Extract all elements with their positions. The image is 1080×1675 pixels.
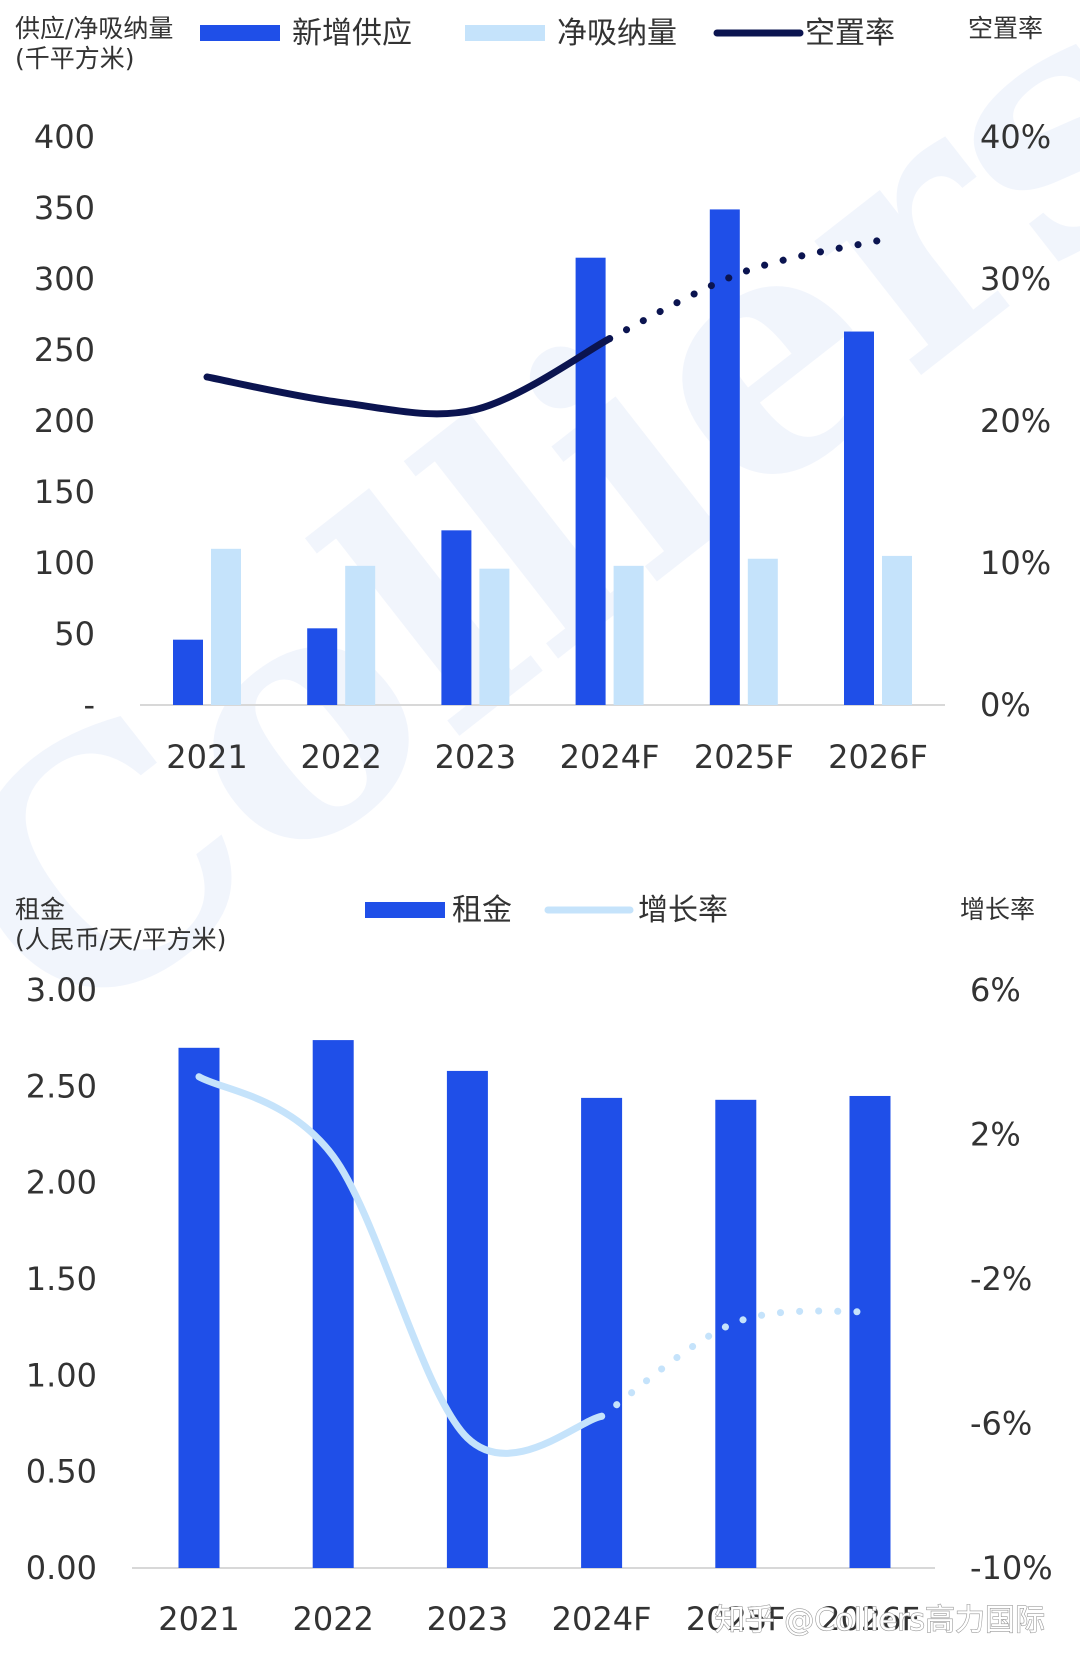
c1-x-tick-label: 2025F xyxy=(694,738,794,776)
c1-y-tick-label: 150 xyxy=(34,473,95,511)
c2-x-tick-label: 2022 xyxy=(292,1600,373,1638)
chart2-left-axis-title-line2: (人民币/天/平方米) xyxy=(15,925,226,954)
c1-bar-a xyxy=(709,209,740,706)
chart1-left-axis-title-line2: (千平方米) xyxy=(15,44,135,73)
c2-y-tick-label: 3.00 xyxy=(26,971,97,1009)
c2-y2-tick-label: -6% xyxy=(970,1405,1032,1443)
c2-bar-a xyxy=(446,1070,488,1568)
c1-y2-tick-label: 30% xyxy=(980,260,1051,298)
c2-y-tick-label: 1.00 xyxy=(26,1356,97,1394)
c1-y2-tick-label: 20% xyxy=(980,402,1051,440)
c1-bar-b xyxy=(479,568,510,705)
c2-x-tick-label: 2026F xyxy=(820,1600,920,1638)
c1-x-tick-label: 2026F xyxy=(828,738,928,776)
c2-x-tick-label: 2021 xyxy=(158,1600,239,1638)
legend-label-growth: 增长率 xyxy=(638,893,728,928)
c1-bar-b xyxy=(747,558,778,705)
c1-y2-tick-label: 0% xyxy=(980,686,1031,724)
c1-bar-b xyxy=(345,565,376,705)
c1-line-actual xyxy=(203,335,614,418)
c1-bar-a xyxy=(575,257,606,705)
c1-bar-a xyxy=(307,628,338,705)
c1-bar-a xyxy=(441,530,472,705)
chart1-left-axis-title-line1: 供应/净吸纳量 xyxy=(15,14,173,43)
c1-bar-b xyxy=(613,565,644,705)
c2-y-tick-label: 0.00 xyxy=(26,1549,97,1587)
supply-absorption-vacancy-chart: 供应/净吸纳量 (千平方米) 空置率 新增供应 净吸纳量 空置率 400 350 3… xyxy=(15,14,1051,776)
c1-y-tick-label: 400 xyxy=(34,118,95,156)
c1-x-tick-label: 2024F xyxy=(560,738,660,776)
c1-x-tick-label: 2022 xyxy=(300,738,381,776)
c1-y2-tick-label: 10% xyxy=(980,544,1051,582)
chart2-right-axis-title: 增长率 xyxy=(960,895,1035,924)
c2-x-tick-label: 2025F xyxy=(686,1600,786,1638)
rent-growth-chart: 租金 (人民币/天/平方米) 增长率 租金 增长率 3.00 2.50 2.00 1.… xyxy=(15,893,1053,1638)
c2-line-forecast xyxy=(598,1307,874,1420)
legend-swatch-rent xyxy=(365,902,445,918)
c2-y2-tick-label: -2% xyxy=(970,1260,1032,1298)
c2-bar-a xyxy=(715,1099,757,1568)
c2-bar-a xyxy=(312,1040,354,1568)
legend-label-net-absorption: 净吸纳量 xyxy=(557,16,677,51)
chart1-right-axis-title: 空置率 xyxy=(968,14,1043,43)
c1-bar-b xyxy=(882,555,912,705)
legend-swatch-new-supply xyxy=(200,25,280,41)
c2-y-tick-label: 0.50 xyxy=(26,1453,97,1491)
c2-y-tick-label: 2.00 xyxy=(26,1164,97,1202)
c2-y2-tick-label: -10% xyxy=(970,1549,1053,1587)
c2-bar-a xyxy=(849,1095,891,1568)
c2-bar-a xyxy=(178,1047,220,1568)
legend-label-new-supply: 新增供应 xyxy=(292,16,412,51)
legend-swatch-net-absorption xyxy=(465,25,545,41)
c1-x-tick-label: 2023 xyxy=(435,738,516,776)
c2-y2-tick-label: 6% xyxy=(970,971,1021,1009)
c2-y-tick-label: 2.50 xyxy=(26,1067,97,1105)
c1-y2-tick-label: 40% xyxy=(980,118,1051,156)
c1-y-tick-label: 350 xyxy=(34,189,95,227)
c2-y2-tick-label: 2% xyxy=(970,1116,1021,1154)
source-credit: 知乎 @Colliers高力国际 xyxy=(715,1603,1045,1638)
c1-y-tick-label: 100 xyxy=(34,544,95,582)
c1-y-tick-label: - xyxy=(83,686,95,724)
chart2-legend: 租金 增长率 xyxy=(365,893,728,928)
c2-bar-a xyxy=(581,1097,623,1568)
chart2-left-axis-title-line1: 租金 xyxy=(15,895,65,924)
c1-y-tick-label: 250 xyxy=(34,331,95,369)
c2-line-actual xyxy=(195,1073,606,1457)
c2-y-tick-label: 1.50 xyxy=(26,1260,97,1298)
c1-line-forecast xyxy=(606,237,882,343)
c1-y-tick-label: 300 xyxy=(34,260,95,298)
c1-x-tick-label: 2021 xyxy=(166,738,247,776)
c2-x-tick-label: 2024F xyxy=(552,1600,652,1638)
c1-bar-a xyxy=(173,639,203,705)
legend-label-rent: 租金 xyxy=(452,893,512,928)
c1-bar-a xyxy=(844,331,874,705)
c1-y-tick-label: 50 xyxy=(54,615,95,653)
chart1-legend: 新增供应 净吸纳量 空置率 xyxy=(200,16,895,51)
c1-y-tick-label: 200 xyxy=(34,402,95,440)
legend-label-vacancy: 空置率 xyxy=(805,16,895,51)
c2-x-tick-label: 2023 xyxy=(427,1600,508,1638)
c1-bar-b xyxy=(211,548,241,705)
